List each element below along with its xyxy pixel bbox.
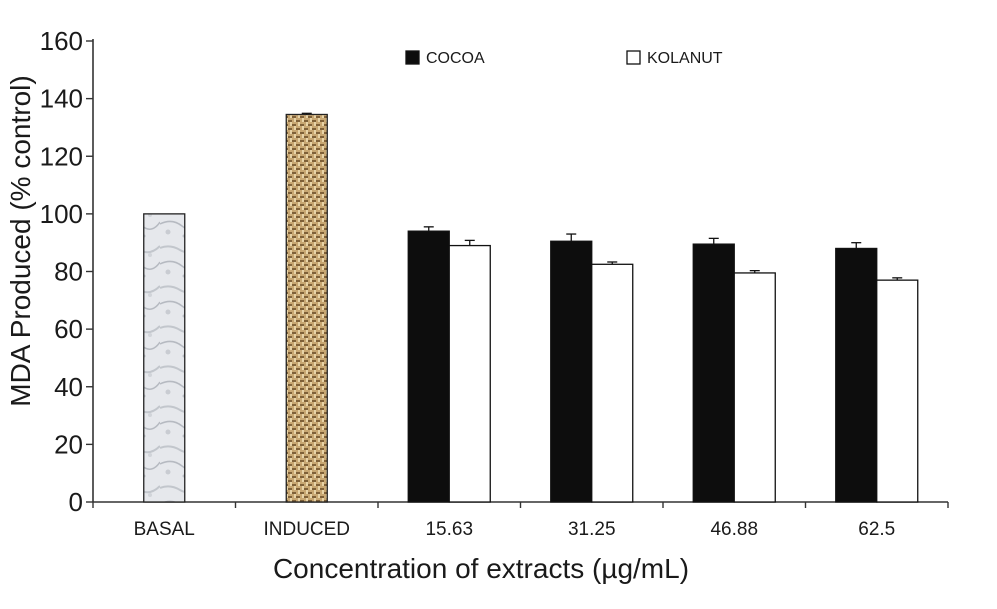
bar-cocoa — [407, 230, 450, 503]
y-tick-label: 20 — [54, 429, 83, 459]
x-category-label: 62.5 — [858, 519, 895, 540]
legend-swatch-kolanut — [626, 50, 641, 65]
bar-kolanut — [591, 263, 634, 503]
plot-area: 0 20 40 60 80 100 120 140 160 BASAL INDUCED 15.63 31… — [40, 26, 949, 540]
y-tick-label: 80 — [54, 257, 83, 287]
bar-induced — [285, 113, 328, 503]
y-tick-label: 100 — [40, 199, 83, 229]
x-axis-title: Concentration of extracts (µg/mL) — [273, 553, 689, 584]
bar-kolanut — [876, 279, 919, 503]
y-tick-label: 160 — [40, 26, 83, 56]
legend-label-kolanut: KOLANUT — [647, 50, 723, 67]
y-tick-label: 40 — [54, 372, 83, 402]
bar-cocoa — [835, 247, 878, 503]
y-tick-label: 140 — [40, 84, 83, 114]
y-axis-title: MDA Produced (% control) — [5, 75, 36, 406]
y-tick-label: 0 — [69, 487, 83, 517]
legend-swatch-cocoa — [405, 50, 420, 65]
x-category-label: BASAL — [134, 519, 195, 540]
y-tick-label: 60 — [54, 314, 83, 344]
bar-kolanut — [733, 272, 776, 503]
legend-label-cocoa: COCOA — [426, 50, 485, 67]
bar-kolanut — [448, 244, 491, 503]
bar-basal — [143, 213, 186, 503]
x-category-label: 46.88 — [710, 519, 758, 540]
x-category-label: 15.63 — [425, 519, 473, 540]
x-category-label: 31.25 — [568, 519, 616, 540]
x-category-label: INDUCED — [263, 519, 350, 540]
bar-cocoa — [692, 243, 735, 503]
y-tick-label: 120 — [40, 141, 83, 171]
bar-cocoa — [550, 240, 593, 503]
